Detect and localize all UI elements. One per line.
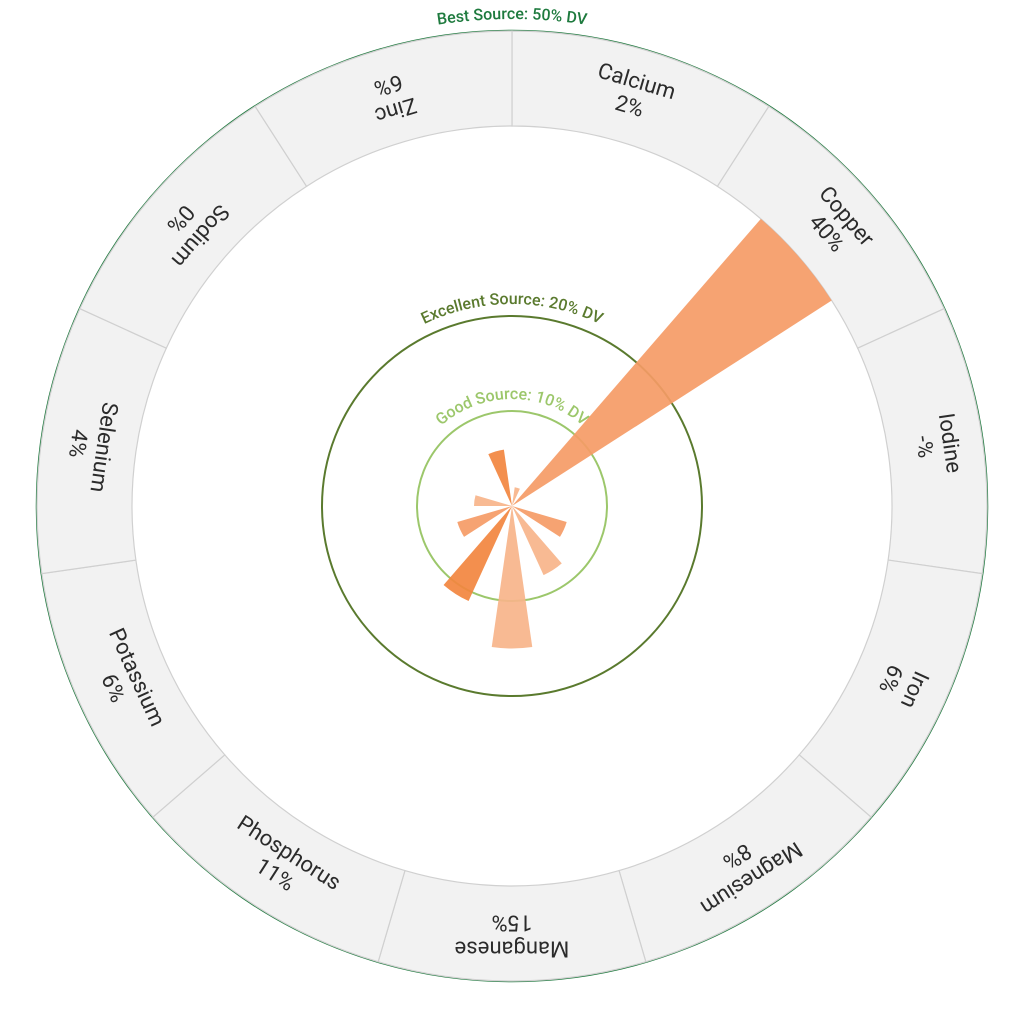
threshold-label: Excellent Source: 20% DV: [418, 289, 607, 328]
ring-label-value: -%: [910, 434, 938, 460]
mineral-polar-chart: Best Source: 50% DV Excellent Source: 20%…: [0, 0, 1024, 1014]
threshold-label: Best Source: 50% DV: [436, 4, 590, 29]
rose-wedge: [488, 450, 512, 506]
rose-wedge: [512, 219, 832, 506]
ring-label-value: 4%: [63, 428, 92, 460]
threshold-label: Good Source: 10% DV: [432, 384, 593, 429]
ring-label-name: Manganese: [455, 936, 569, 961]
rose-wedge: [474, 495, 512, 506]
ring-label-value: 15%: [492, 910, 533, 935]
